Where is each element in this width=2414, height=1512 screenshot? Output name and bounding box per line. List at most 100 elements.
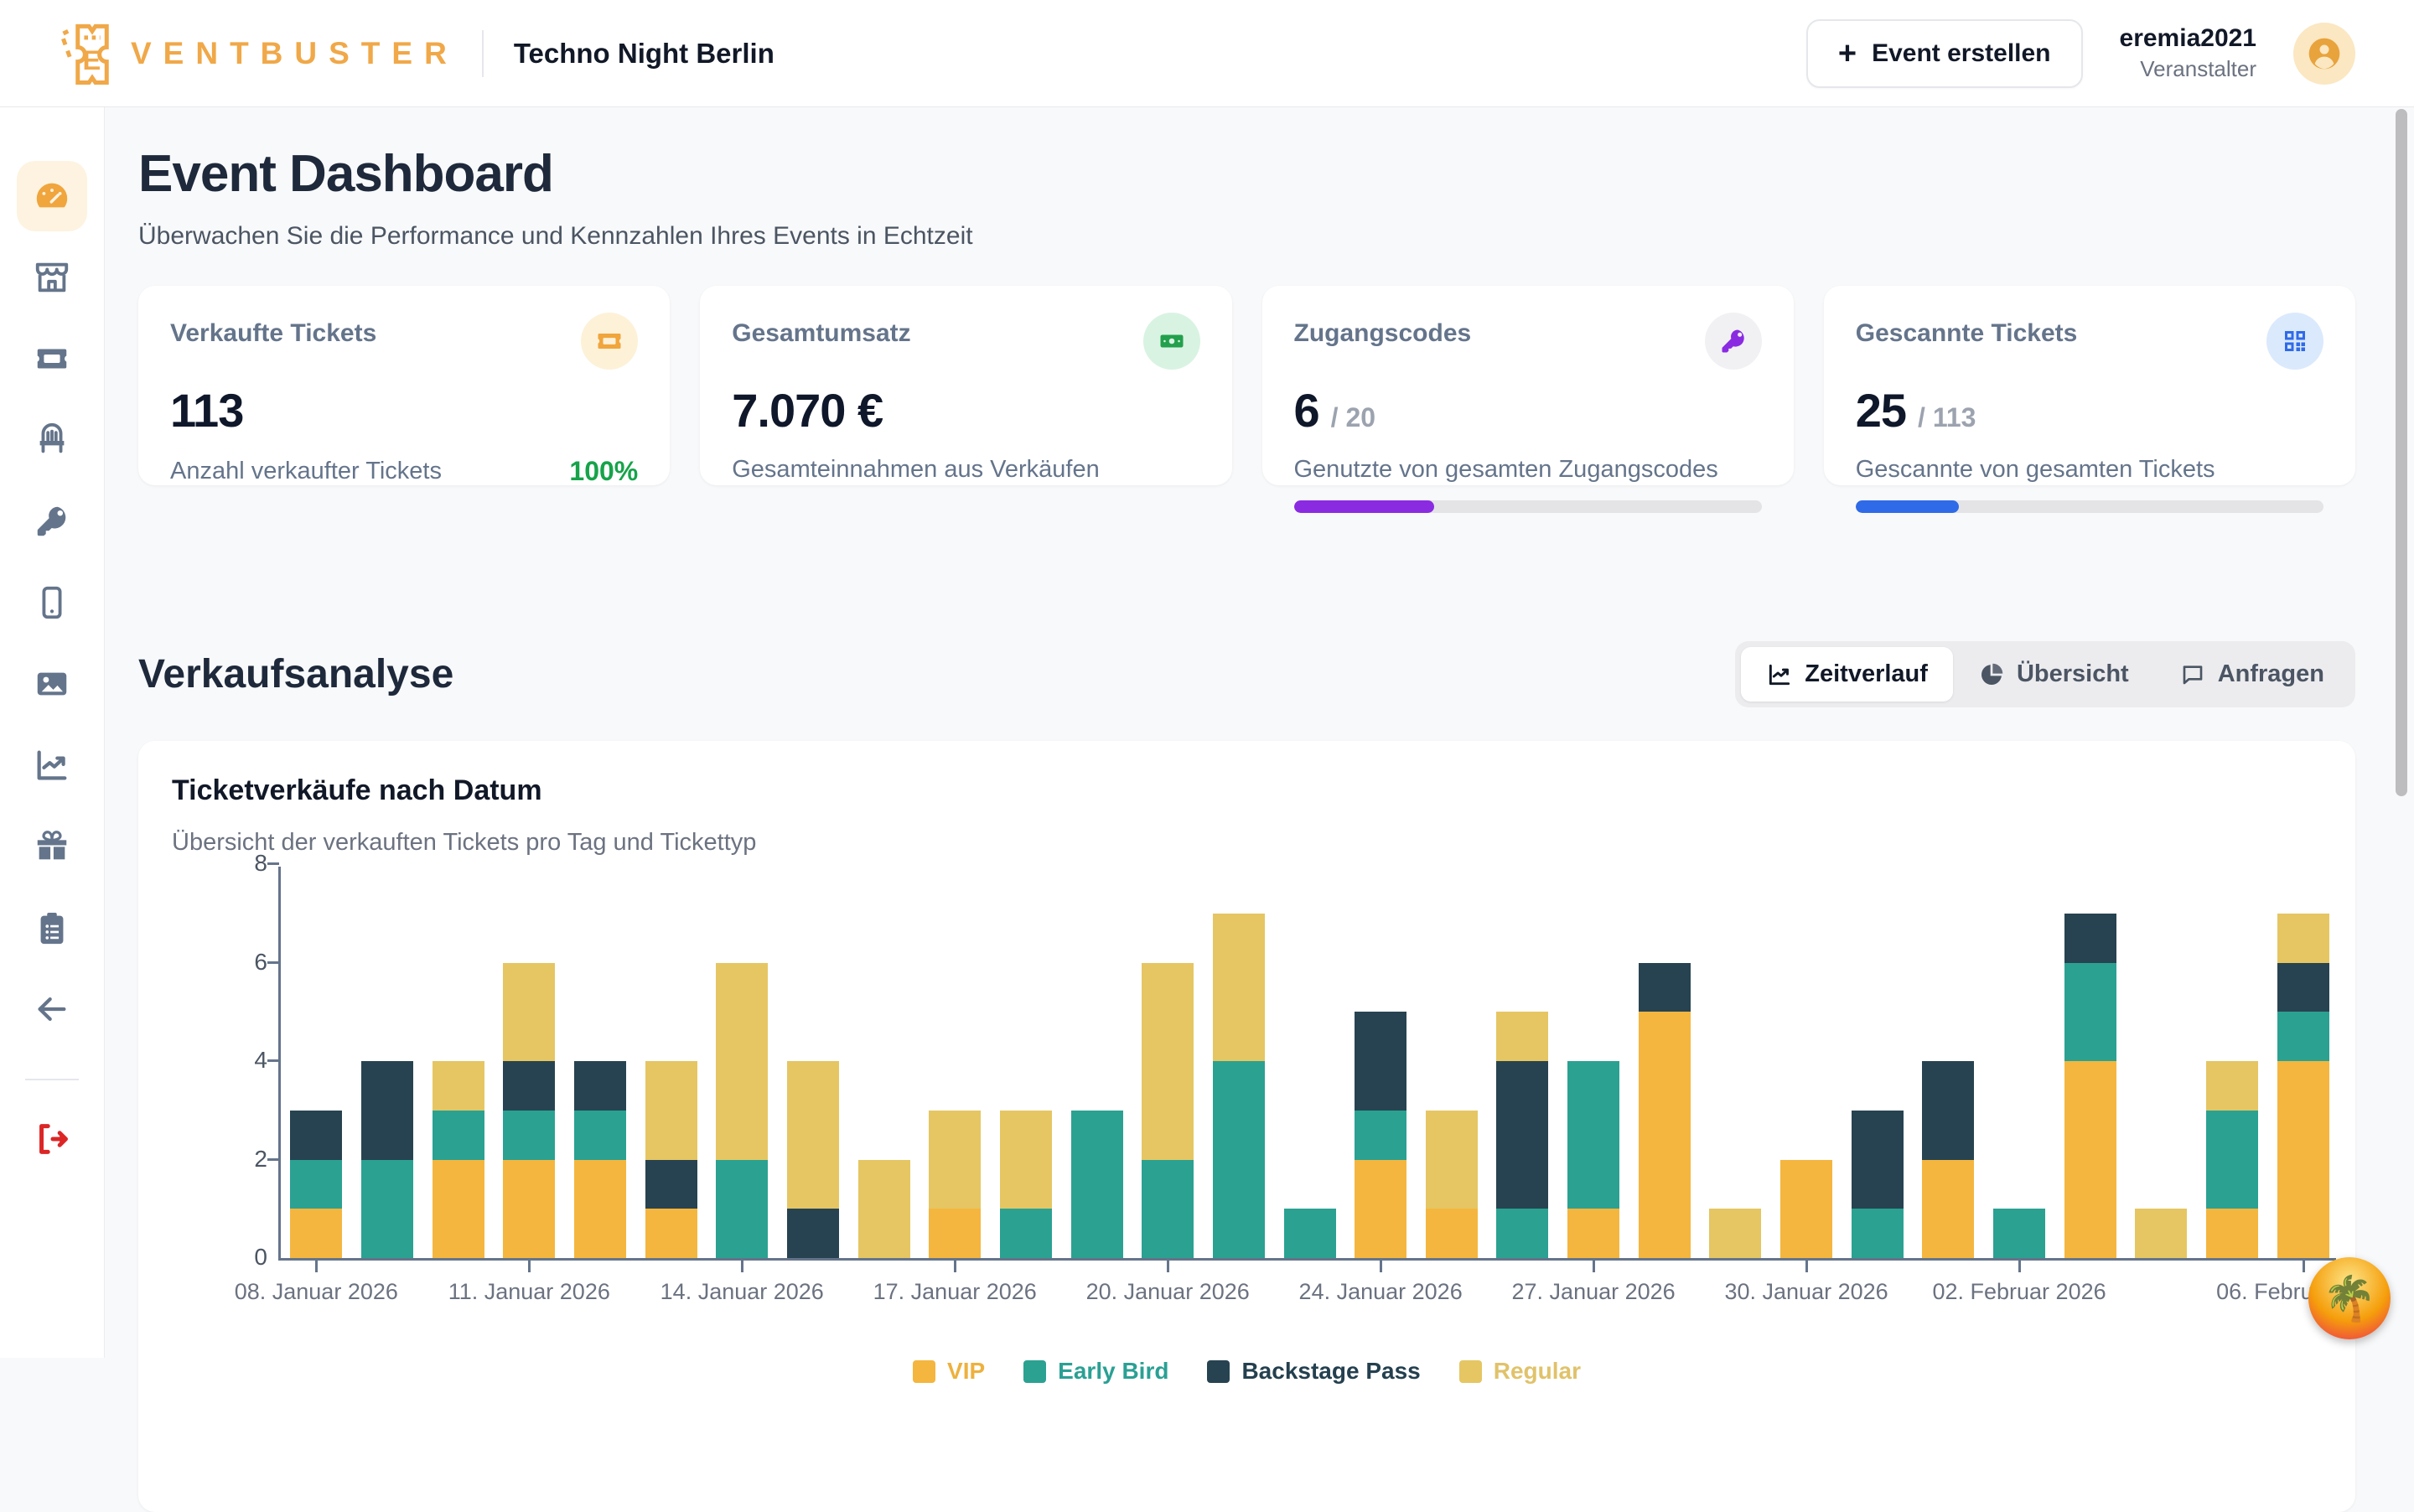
tab-zeitverlauf[interactable]: Zeitverlauf	[1741, 647, 1953, 702]
bar-segment-regular	[2277, 914, 2329, 963]
card-description: Genutzte von gesamten Zugangscodes	[1294, 456, 1718, 484]
card-total: / 20	[1331, 402, 1375, 433]
card-description: Gescannte von gesamten Tickets	[1856, 456, 2215, 484]
qr-code-icon	[2266, 313, 2323, 370]
gift-icon	[33, 827, 71, 866]
pie-chart-icon	[1978, 661, 2005, 688]
bar-segment-early_bird	[1000, 1209, 1052, 1258]
sidebar-item-logout[interactable]	[17, 1104, 87, 1174]
tab-uebersicht[interactable]: Übersicht	[1953, 647, 2154, 702]
legend-label: Early Bird	[1058, 1358, 1168, 1385]
x-axis-label: 14. Januar 2026	[660, 1279, 824, 1305]
sidebar-item-seating[interactable]	[17, 405, 87, 475]
sidebar-item-dashboard[interactable]	[17, 161, 87, 231]
bar-segment-vip	[2064, 1061, 2116, 1258]
image-icon	[33, 665, 71, 703]
svg-text:E: E	[83, 45, 101, 75]
bar-day-18	[1567, 1061, 1619, 1258]
bar-segment-early_bird	[1213, 1061, 1265, 1258]
bar-segment-early_bird	[1852, 1209, 1904, 1258]
x-axis-label: 11. Januar 2026	[448, 1279, 610, 1305]
y-axis-label: 6	[220, 949, 267, 976]
bar-segment-regular	[929, 1111, 981, 1209]
bar-segment-early_bird	[2064, 963, 2116, 1062]
bar-segment-early_bird	[1567, 1061, 1619, 1209]
scrollbar-thumb[interactable]	[2396, 109, 2407, 796]
card-description: Gesamteinnahmen aus Verkäufen	[732, 456, 1100, 484]
bar-segment-backstage	[361, 1061, 413, 1160]
ticket-icon	[33, 339, 71, 378]
x-axis-label: 08. Januar 2026	[235, 1279, 398, 1305]
sidebar-item-access-codes[interactable]	[17, 486, 87, 557]
legend-label: Backstage Pass	[1241, 1358, 1420, 1385]
analysis-tab-group: Zeitverlauf Übersicht Anfragen	[1735, 641, 2355, 707]
brand-name: VENTBUSTER	[131, 36, 458, 71]
gauge-icon	[33, 177, 71, 215]
logout-icon	[33, 1120, 71, 1158]
percentage-badge: 100%	[569, 456, 638, 487]
tab-label: Zeitverlauf	[1805, 660, 1928, 688]
bar-segment-regular	[1213, 914, 1265, 1061]
bar-segment-backstage	[787, 1209, 839, 1258]
x-axis-label: 30. Januar 2026	[1724, 1279, 1888, 1305]
bar-segment-regular	[716, 963, 768, 1160]
bar-segment-early_bird	[1355, 1111, 1406, 1160]
stacked-bar-chart: 0246808. Januar 202611. Januar 202614. J…	[278, 867, 2336, 1261]
scanned-progress-track	[1856, 500, 2323, 513]
y-axis-label: 4	[220, 1047, 267, 1074]
card-value: 6	[1294, 383, 1319, 438]
bar-segment-vip	[1922, 1160, 1974, 1259]
bar-segment-regular	[2206, 1061, 2258, 1111]
create-event-button[interactable]: + Event erstellen	[1806, 19, 2083, 88]
current-event-name: Techno Night Berlin	[514, 38, 774, 70]
x-axis-tick	[1805, 1261, 1808, 1272]
bar-day-17	[1496, 1012, 1548, 1258]
bar-segment-backstage	[574, 1061, 626, 1111]
sidebar-item-media[interactable]	[17, 649, 87, 719]
tab-label: Anfragen	[2218, 660, 2324, 688]
avatar[interactable]	[2293, 23, 2355, 85]
user-avatar-icon	[2306, 35, 2343, 72]
bar-segment-vip	[1355, 1160, 1406, 1259]
bar-segment-early_bird	[1142, 1160, 1194, 1259]
card-total-revenue: Gesamtumsatz 7.070 € Gesamteinnahmen aus…	[700, 286, 1231, 485]
sidebar-item-mobile-app[interactable]	[17, 567, 87, 638]
bar-day-5	[645, 1061, 697, 1258]
brand-logo[interactable]: E VENTBUSTER	[54, 15, 458, 92]
card-sold-tickets: Verkaufte Tickets 113 Anzahl verkaufter …	[138, 286, 670, 485]
x-axis-label: 20. Januar 2026	[1086, 1279, 1250, 1305]
legend-swatch	[913, 1360, 935, 1383]
sidebar-item-rewards[interactable]	[17, 811, 87, 882]
bar-day-21	[1780, 1160, 1832, 1259]
bar-segment-vip	[1426, 1209, 1478, 1258]
bar-day-13	[1213, 914, 1265, 1258]
x-axis-tick	[315, 1261, 318, 1272]
y-axis-tick	[267, 1158, 279, 1161]
bar-day-15	[1355, 1012, 1406, 1258]
stat-cards-row: Verkaufte Tickets 113 Anzahl verkaufter …	[138, 286, 2355, 485]
x-axis-tick	[1380, 1261, 1382, 1272]
tab-anfragen[interactable]: Anfragen	[2154, 647, 2349, 702]
card-description: Anzahl verkaufter Tickets	[170, 458, 442, 485]
sidebar-item-back[interactable]	[17, 974, 87, 1044]
bar-day-3	[503, 963, 555, 1259]
legend-swatch	[1459, 1360, 1482, 1383]
bar-segment-backstage	[1922, 1061, 1974, 1160]
bar-day-24	[1993, 1209, 2045, 1258]
palm-widget-badge[interactable]: 🌴	[2308, 1257, 2391, 1339]
card-title: Verkaufte Tickets	[170, 319, 376, 348]
sidebar-item-orders[interactable]	[17, 893, 87, 963]
sidebar-item-analytics[interactable]	[17, 730, 87, 800]
user-name: eremia2021	[2120, 24, 2256, 53]
bar-day-23	[1922, 1061, 1974, 1258]
legend-item-early_bird: Early Bird	[1023, 1358, 1168, 1385]
chat-bubble-icon	[2179, 661, 2206, 688]
sidebar-item-storefront[interactable]	[17, 242, 87, 313]
bar-day-22	[1852, 1111, 1904, 1258]
sidebar-item-tickets[interactable]	[17, 324, 87, 394]
ticket-icon	[581, 313, 638, 370]
x-axis-tick	[1167, 1261, 1169, 1272]
bar-segment-vip	[433, 1160, 484, 1259]
bar-segment-regular	[1142, 963, 1194, 1160]
bar-day-7	[787, 1061, 839, 1258]
